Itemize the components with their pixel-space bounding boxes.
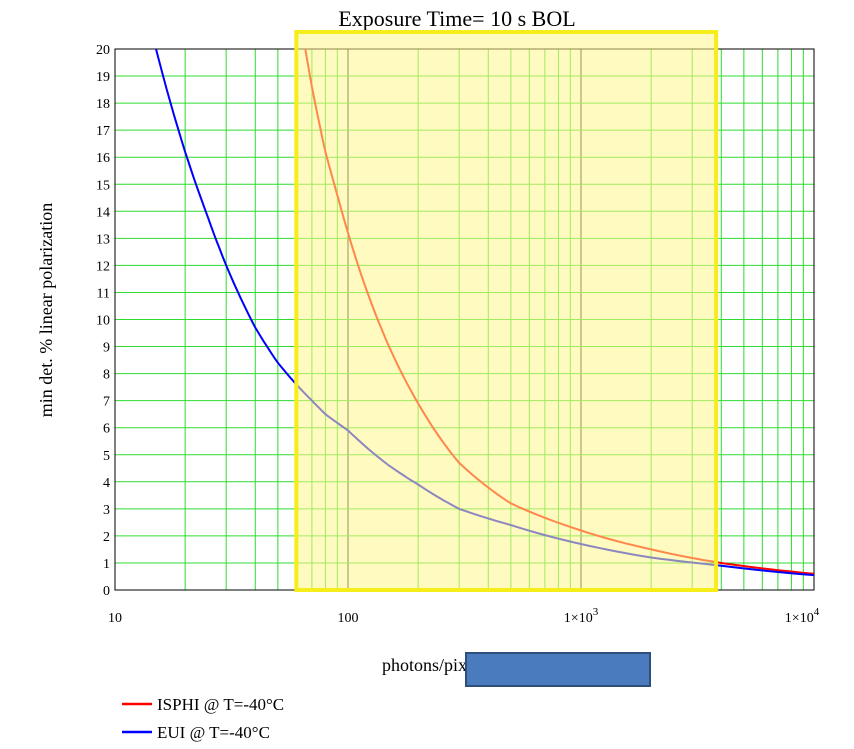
y-tick-label: 14: [96, 205, 110, 220]
highlight-region: [294, 30, 719, 592]
y-tick-label: 1: [103, 557, 110, 572]
x-tick-label: 100: [338, 611, 359, 626]
y-axis-label: min det. % linear polarization: [36, 203, 56, 417]
y-tick-label: 7: [103, 395, 110, 410]
y-tick-label: 4: [103, 476, 110, 491]
y-tick-label: 6: [103, 422, 110, 437]
y-tick-label: 20: [96, 43, 110, 58]
y-tick-label: 2: [103, 530, 110, 545]
x-tick-label: 10: [108, 611, 122, 626]
y-tick-label: 19: [96, 70, 110, 85]
x-tick-label: 1×104: [785, 606, 820, 626]
y-tick-label: 9: [103, 341, 110, 356]
chart-title: Exposure Time= 10 s BOL: [338, 6, 575, 31]
y-tick-label: 3: [103, 503, 110, 518]
annotation-box: [465, 652, 651, 687]
y-tick-label: 11: [97, 286, 110, 301]
y-tick-label: 10: [96, 314, 110, 329]
y-tick-label: 12: [96, 259, 110, 274]
y-tick-label: 16: [96, 151, 110, 166]
legend: ISPHI @ T=-40°C EUI @ T=-40°C: [122, 695, 284, 742]
y-tick-label: 18: [96, 97, 110, 112]
x-tick-label: 1×103: [564, 606, 599, 626]
y-tick-label: 8: [103, 368, 110, 383]
y-tick-label: 5: [103, 449, 110, 464]
y-tick-label: 0: [103, 584, 110, 599]
legend-label-eui: EUI @ T=-40°C: [157, 723, 270, 742]
legend-label-isphi: ISPHI @ T=-40°C: [157, 695, 284, 714]
x-tick-labels: 10 100 1×103 1×104: [108, 606, 820, 626]
highlight-region-group: [294, 30, 719, 592]
y-tick-label: 15: [96, 178, 110, 193]
y-tick-label: 17: [96, 124, 110, 139]
y-tick-label: 13: [96, 232, 110, 247]
x-axis-label: photons/pixel/s: [382, 655, 492, 675]
